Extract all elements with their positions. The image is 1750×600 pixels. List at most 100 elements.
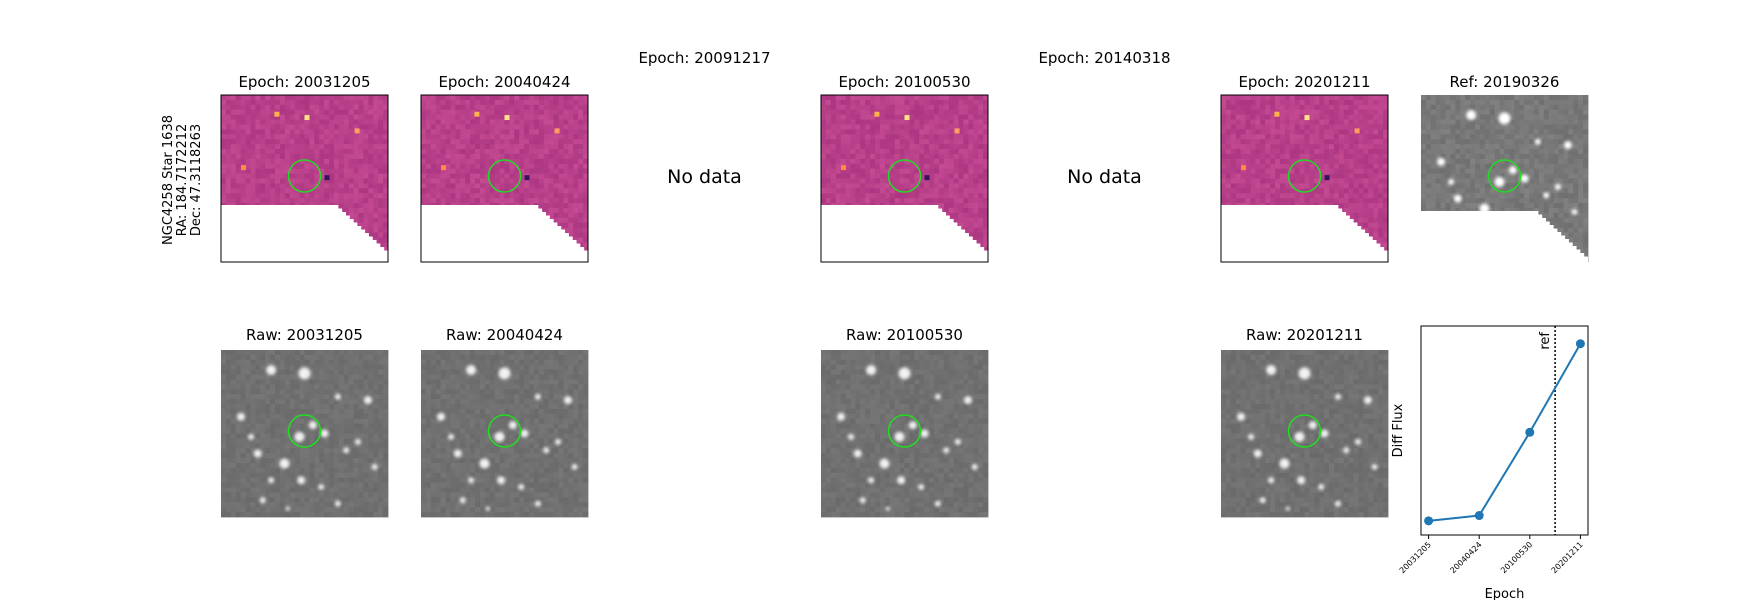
- star: [934, 393, 941, 400]
- star: [868, 477, 875, 484]
- star: [1259, 497, 1266, 504]
- star: [897, 476, 906, 485]
- star: [485, 506, 490, 511]
- star: [1508, 166, 1517, 175]
- star: [1237, 412, 1246, 421]
- star: [1354, 438, 1361, 445]
- star: [448, 433, 455, 440]
- star: [943, 447, 950, 454]
- star: [479, 458, 490, 469]
- star: [498, 367, 511, 380]
- star: [1308, 421, 1317, 430]
- no-data-message: No data: [1067, 166, 1142, 188]
- star: [920, 429, 929, 438]
- star: [343, 447, 350, 454]
- star: [268, 477, 275, 484]
- data-point: [1474, 511, 1484, 521]
- star: [1334, 500, 1341, 507]
- star: [520, 429, 529, 438]
- star: [259, 497, 266, 504]
- star: [1253, 449, 1262, 458]
- reference-image: [1421, 95, 1589, 268]
- star: [459, 497, 466, 504]
- target-info-line: RA: 184.7172212: [175, 124, 190, 237]
- raw-panel-title: Raw: 20100530: [846, 326, 963, 344]
- series-line: [1428, 343, 1582, 522]
- difference-image: [220, 94, 389, 263]
- raw-panel-title: Raw: 20201211: [1246, 326, 1363, 344]
- data-point: [1525, 427, 1535, 437]
- star: [497, 476, 506, 485]
- target-info-line: Dec: 47.3118263: [189, 124, 204, 236]
- star: [571, 463, 578, 470]
- epoch-panel-title: Ref: 20190326: [1450, 73, 1560, 91]
- raw-image: [221, 350, 389, 518]
- x-tick-label: 20201211: [1550, 540, 1585, 575]
- star: [1334, 393, 1341, 400]
- star: [1318, 483, 1325, 490]
- target-marker-circle: [287, 414, 322, 448]
- star: [1371, 463, 1378, 470]
- star: [1285, 506, 1290, 511]
- star: [354, 438, 361, 445]
- star: [1571, 208, 1578, 215]
- star: [298, 367, 311, 380]
- star: [1494, 176, 1505, 187]
- raw-panel-title: Raw: 20031205: [246, 326, 363, 344]
- chart-axes-frame: [1420, 325, 1589, 536]
- target-marker-circle: [1287, 414, 1322, 448]
- star: [1298, 367, 1311, 380]
- raw-image: [1221, 350, 1389, 518]
- star: [1266, 365, 1277, 376]
- target-marker-circle: [287, 159, 322, 193]
- star: [1248, 433, 1255, 440]
- difference-image: [820, 94, 989, 263]
- star: [1543, 192, 1550, 199]
- star: [1363, 396, 1372, 405]
- target-marker-circle: [1287, 159, 1322, 193]
- star: [266, 365, 277, 376]
- star: [898, 367, 911, 380]
- star: [1343, 447, 1350, 454]
- star: [371, 463, 378, 470]
- raw-panel-title: Raw: 20040424: [446, 326, 563, 344]
- no-data-message: No data: [667, 166, 742, 188]
- star: [908, 421, 917, 430]
- epoch-panel-title: Epoch: 20140318: [1038, 49, 1170, 67]
- star: [859, 497, 866, 504]
- epoch-panel-title: Epoch: 20201211: [1238, 73, 1370, 91]
- star: [294, 431, 305, 442]
- star: [1448, 178, 1455, 185]
- star: [866, 365, 877, 376]
- star: [1320, 429, 1329, 438]
- star: [1268, 477, 1275, 484]
- star: [1294, 431, 1305, 442]
- star: [248, 433, 255, 440]
- star: [543, 447, 550, 454]
- raw-image: [821, 350, 989, 518]
- star: [285, 506, 290, 511]
- epoch-panel-title: Epoch: 20100530: [838, 73, 970, 91]
- target-marker-circle: [887, 159, 922, 193]
- star: [334, 500, 341, 507]
- star: [318, 483, 325, 490]
- star: [320, 429, 329, 438]
- star: [1498, 112, 1511, 125]
- star: [1466, 110, 1477, 121]
- star: [918, 483, 925, 490]
- data-point: [1424, 516, 1434, 526]
- target-info-label: NGC4258 Star 1638 RA: 184.7172212 Dec: 47.…: [161, 115, 204, 245]
- star: [494, 431, 505, 442]
- difference-image: [420, 94, 589, 263]
- x-tick-label: 20031205: [1398, 540, 1433, 575]
- star: [879, 458, 890, 469]
- star: [563, 396, 572, 405]
- star: [1520, 174, 1529, 183]
- star: [1534, 138, 1541, 145]
- star: [963, 396, 972, 405]
- difference-image: [1220, 94, 1389, 263]
- reference-line-label: ref: [1538, 332, 1553, 350]
- star: [466, 365, 477, 376]
- target-marker-circle: [887, 414, 922, 448]
